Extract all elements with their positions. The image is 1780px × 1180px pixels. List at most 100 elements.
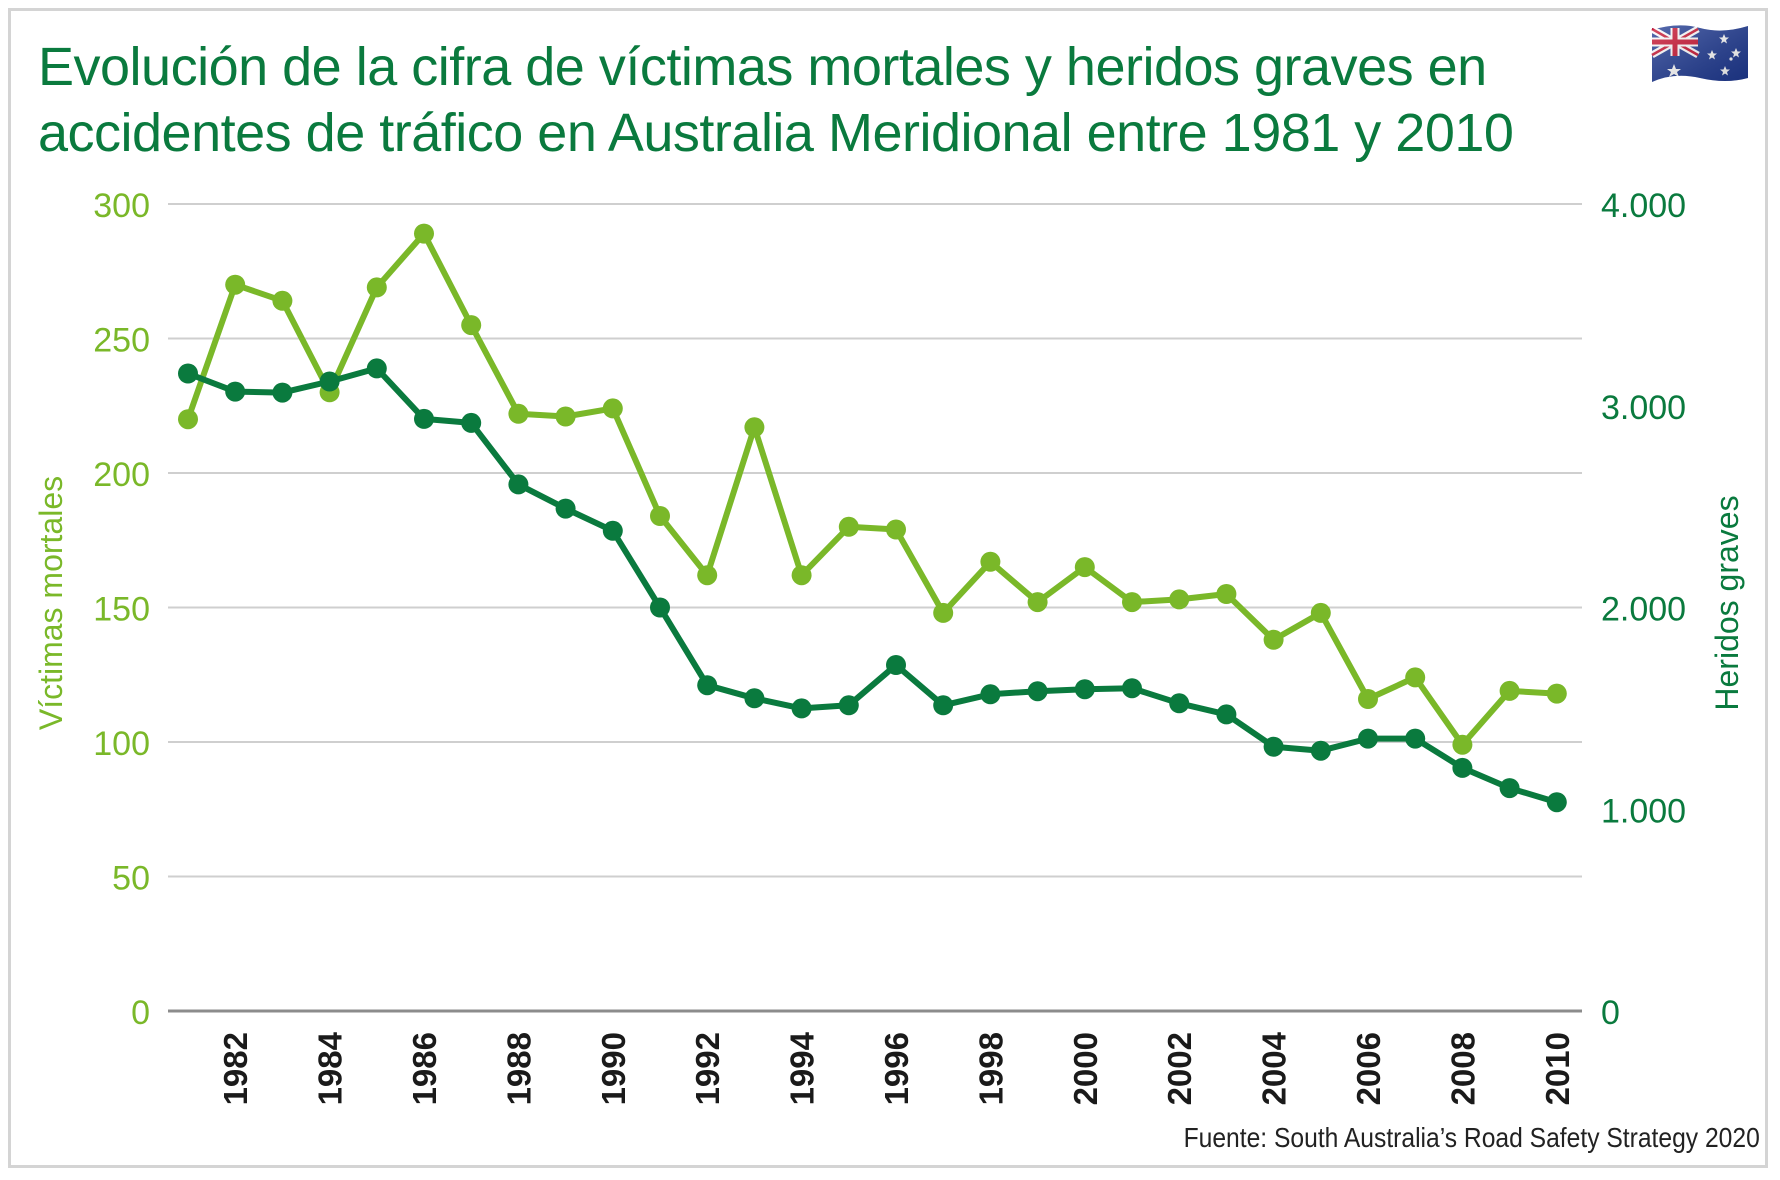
data-point — [366, 358, 387, 379]
data-point — [178, 409, 198, 430]
data-point — [414, 408, 434, 429]
data-point — [650, 597, 670, 618]
x-tick-label: 1984 — [312, 1031, 349, 1105]
data-point — [1216, 704, 1237, 725]
data-point — [272, 290, 293, 311]
data-point — [1074, 557, 1095, 578]
data-point — [1263, 629, 1284, 650]
data-point — [366, 277, 387, 298]
data-point — [744, 417, 765, 438]
left-tick-label: 50 — [112, 860, 150, 898]
x-tick-label: 2004 — [1256, 1031, 1293, 1105]
right-tick-label: 3.000 — [1601, 389, 1686, 427]
data-point — [697, 675, 718, 696]
x-tick-label: 1982 — [217, 1032, 254, 1105]
x-tick-label: 1998 — [972, 1032, 1009, 1105]
series-line — [185, 230, 1557, 748]
data-point — [980, 684, 1001, 705]
gridlines — [168, 203, 1582, 1013]
x-tick-label: 1992 — [689, 1032, 726, 1105]
data-point — [555, 406, 576, 427]
right-tick-label: 4.000 — [1601, 187, 1686, 225]
data-point — [414, 223, 434, 244]
x-tick-label: 1988 — [500, 1032, 537, 1105]
data-point — [650, 506, 670, 526]
data-point — [1358, 728, 1378, 749]
x-tick-label: 1994 — [784, 1031, 821, 1105]
data-point — [319, 371, 340, 392]
data-point — [1405, 728, 1426, 749]
x-tick-label: 1990 — [595, 1032, 632, 1105]
data-point — [791, 698, 812, 719]
data-point — [744, 688, 765, 709]
data-point — [838, 695, 859, 716]
data-point — [1310, 740, 1331, 761]
right-tick-label: 1.000 — [1601, 792, 1686, 830]
data-point — [1027, 592, 1048, 613]
left-axis-label: Víctimas mortales — [33, 476, 69, 730]
data-point — [1546, 683, 1567, 704]
data-point — [1499, 778, 1520, 799]
left-tick-label: 100 — [93, 725, 150, 763]
data-point — [1122, 678, 1142, 699]
right-axis-ticks: 0 1.000 2.000 3.000 4.000 — [1601, 187, 1686, 1032]
right-tick-label: 0 — [1601, 994, 1620, 1032]
right-tick-label: 2.000 — [1601, 591, 1686, 629]
data-point — [225, 381, 246, 402]
series-line — [186, 365, 1558, 806]
x-axis-ticks: 1982 1984 1986 1988 1990 1992 1994 1996 1998 2000… — [217, 1031, 1576, 1105]
data-point — [1499, 680, 1520, 701]
left-tick-label: 300 — [93, 187, 150, 225]
data-point — [461, 412, 482, 433]
left-tick-label: 250 — [93, 322, 150, 360]
data-point — [697, 565, 718, 586]
x-tick-label: 2008 — [1444, 1032, 1481, 1105]
data-point — [933, 695, 954, 716]
data-point — [225, 274, 246, 295]
data-point — [1358, 689, 1378, 709]
source-note: Fuente: South Australia’s Road Safety St… — [1183, 1122, 1760, 1153]
data-point — [1169, 589, 1190, 610]
data-point — [178, 363, 198, 384]
data-point — [1169, 693, 1190, 714]
left-tick-label: 150 — [93, 591, 150, 629]
data-point — [272, 382, 293, 403]
data-point — [508, 474, 529, 495]
chart-title: Evolución de la cifra de víctimas mortal… — [38, 37, 1514, 163]
data-point — [1216, 584, 1237, 604]
data-point — [1452, 734, 1473, 755]
series-heridos-graves — [178, 358, 1567, 813]
x-tick-label: 2000 — [1067, 1032, 1104, 1105]
series-layer — [178, 223, 1567, 813]
series-victimas-mortales — [178, 223, 1567, 755]
data-point — [555, 498, 576, 519]
data-point — [1310, 602, 1331, 623]
data-point — [602, 398, 623, 419]
australia-flag-icon — [1650, 25, 1748, 82]
x-tick-label: 2006 — [1350, 1032, 1387, 1105]
data-point — [1546, 792, 1567, 813]
chart-frame — [8, 8, 1768, 1168]
data-point — [1122, 592, 1142, 613]
data-point — [886, 655, 906, 675]
data-point — [508, 403, 529, 424]
x-tick-label: 1986 — [406, 1032, 443, 1105]
data-point — [838, 516, 859, 537]
data-point — [1263, 736, 1284, 757]
data-point — [791, 565, 812, 586]
data-point — [1452, 757, 1473, 778]
data-point — [980, 551, 1001, 572]
left-axis-ticks: 0 50 100 150 200 250 300 — [93, 187, 150, 1032]
data-point — [1405, 667, 1426, 688]
x-tick-label: 2002 — [1161, 1032, 1198, 1105]
left-tick-label: 200 — [93, 456, 150, 494]
right-axis-label: Heridos graves — [1709, 495, 1745, 710]
data-point — [602, 520, 623, 541]
data-point — [1074, 679, 1095, 700]
left-tick-label: 0 — [131, 994, 150, 1032]
x-tick-label: 1996 — [878, 1032, 915, 1105]
x-tick-label: 2010 — [1539, 1032, 1576, 1105]
data-point — [1027, 681, 1048, 702]
data-point — [886, 519, 906, 540]
